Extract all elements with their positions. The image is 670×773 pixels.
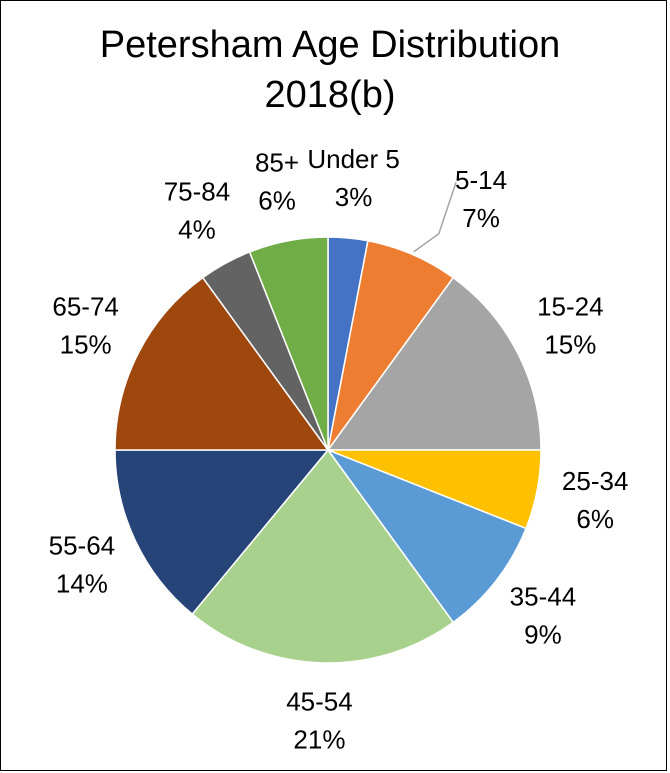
slice-category-label: 85+ [255,148,299,178]
slice-value-label: 6% [258,186,296,216]
pie-slice [114,449,330,616]
slice-category-label: 45-54 [286,687,353,717]
slice-category-label: 35-44 [510,582,577,612]
pie-slice [248,236,329,451]
slice-category-label: 5-14 [455,165,507,195]
slice-value-label: 7% [462,203,500,233]
pie-slice [114,276,330,451]
slice-value-label: 6% [576,504,614,534]
slice-category-label: 25-34 [562,466,629,496]
slice-category-label: Under 5 [307,144,400,174]
slice-category-label: 75-84 [164,177,231,207]
pie-slice [326,276,542,451]
slice-category-label: 55-64 [49,531,116,561]
slice-category-label: 15-24 [537,291,604,321]
slice-value-label: 4% [178,215,216,245]
slice-value-label: 21% [293,725,345,755]
pie-slice [325,448,528,624]
slice-value-label: 14% [56,569,108,599]
chart-title: Petersham Age Distribution 2018(b) [99,24,561,116]
slice-value-label: 9% [524,620,562,650]
slice-category-label: 65-74 [52,291,119,321]
slice-value-label: 15% [544,329,596,359]
pie-slice [191,448,455,664]
leader-line [413,182,457,253]
slice-value-label: 15% [60,329,112,359]
slice-value-label: 3% [335,182,373,212]
